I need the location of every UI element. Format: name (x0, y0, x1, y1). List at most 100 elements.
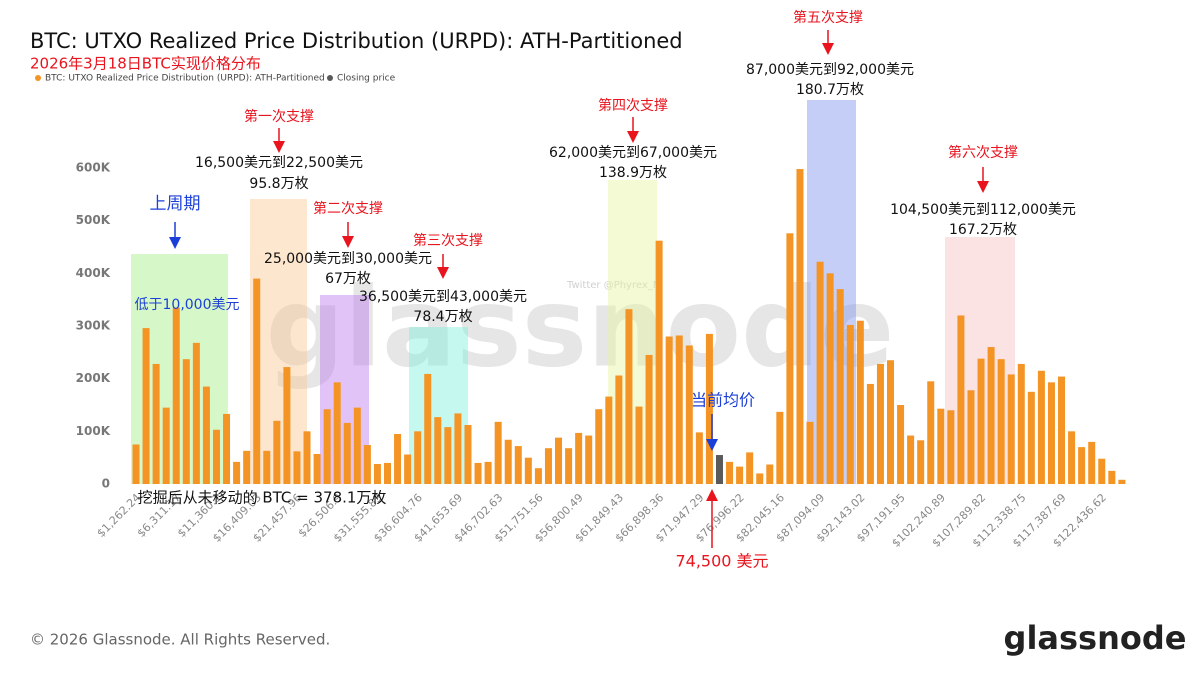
bar (424, 373, 432, 484)
bar (947, 410, 955, 484)
bar (474, 462, 482, 484)
bar (202, 386, 210, 484)
y-tick-label: 500K (76, 213, 111, 227)
annotation: 第二次支撑 (313, 200, 383, 217)
legend-swatch (35, 75, 41, 81)
bar (1027, 391, 1035, 484)
bar (685, 345, 693, 484)
annotation: 138.9万枚 (599, 165, 667, 181)
y-tick-label: 100K (76, 424, 111, 438)
annotation: 74,500 美元 (675, 552, 768, 571)
bar (826, 273, 834, 484)
bar (756, 473, 764, 484)
bar (223, 413, 231, 484)
y-tick-label: 300K (76, 319, 111, 333)
bar (967, 390, 975, 484)
annotation: 当前均价 (691, 391, 755, 410)
bar (544, 448, 552, 484)
annotation: 62,000美元到67,000美元 (549, 145, 717, 161)
bar (263, 450, 271, 484)
bar (333, 382, 341, 484)
bar (1118, 479, 1126, 484)
bar (373, 463, 381, 484)
bar (504, 439, 512, 484)
bar (192, 342, 200, 484)
bar (353, 407, 361, 484)
annotation: 36,500美元到43,000美元 (359, 289, 527, 305)
legend-entry: Closing price (337, 74, 396, 84)
chart-title: BTC: UTXO Realized Price Distribution (U… (30, 29, 683, 53)
annotation: 第五次支撑 (793, 9, 863, 26)
bar (726, 461, 734, 484)
annotation: 104,500美元到112,000美元 (890, 202, 1076, 218)
bar (444, 427, 452, 484)
bar (534, 468, 542, 484)
annotation: 167.2万枚 (949, 222, 1017, 238)
bar (434, 417, 442, 484)
bar (414, 431, 422, 484)
annotation: 16,500美元到22,500美元 (195, 155, 363, 171)
bar (806, 421, 814, 484)
legend: BTC: UTXO Realized Price Distribution (U… (35, 74, 396, 84)
bar (494, 421, 502, 484)
bar (917, 440, 925, 484)
bar (695, 432, 703, 484)
bar (746, 452, 754, 484)
bar (1098, 458, 1106, 484)
annotation: 180.7万枚 (796, 82, 864, 98)
bar (162, 407, 170, 484)
logo: glassnode (1004, 619, 1187, 657)
bar (283, 367, 291, 484)
footer: © 2026 Glassnode. All Rights Reserved. (30, 631, 330, 649)
bar (715, 455, 723, 484)
bar (675, 335, 683, 484)
bar (233, 461, 241, 484)
bar (585, 435, 593, 484)
annotation: 87,000美元到92,000美元 (746, 62, 914, 78)
annotation: 挖掘后从未移动的 BTC = 378.1万枚 (138, 489, 387, 507)
bar (766, 464, 774, 484)
bar (937, 408, 945, 484)
y-tick-label: 400K (76, 266, 111, 280)
bar (243, 450, 251, 484)
bar (887, 360, 894, 484)
y-tick-label: 200K (76, 371, 111, 385)
annotation: 67万枚 (325, 271, 371, 287)
annotation: 上周期 (150, 194, 201, 214)
bar (605, 396, 613, 484)
annotation: 第一次支撑 (244, 108, 314, 125)
bar (1007, 374, 1015, 484)
y-tick-label: 0 (102, 477, 110, 491)
bar (816, 261, 824, 484)
bar (1078, 447, 1086, 484)
bar (736, 466, 744, 484)
bar (615, 375, 623, 484)
bar (786, 233, 794, 484)
bar (394, 433, 402, 484)
bar (796, 169, 804, 484)
bar (1088, 441, 1096, 484)
bar (404, 454, 412, 484)
bar (363, 445, 371, 484)
bar (524, 457, 532, 484)
bar (142, 328, 150, 484)
bar (1108, 470, 1116, 484)
bar (172, 307, 180, 484)
bar (182, 359, 190, 484)
annotation: 低于10,000美元 (135, 297, 240, 313)
bar (907, 435, 915, 484)
bar (776, 411, 784, 484)
bar (484, 461, 492, 484)
bar (836, 289, 844, 484)
bar (997, 359, 1005, 484)
bar (595, 409, 603, 484)
bar (514, 446, 522, 484)
bar (927, 381, 935, 484)
bar (846, 324, 854, 484)
arrows (169, 30, 989, 548)
bar (565, 448, 573, 484)
annotation: 78.4万枚 (413, 309, 472, 325)
bar (384, 462, 391, 484)
bar (1068, 431, 1076, 484)
